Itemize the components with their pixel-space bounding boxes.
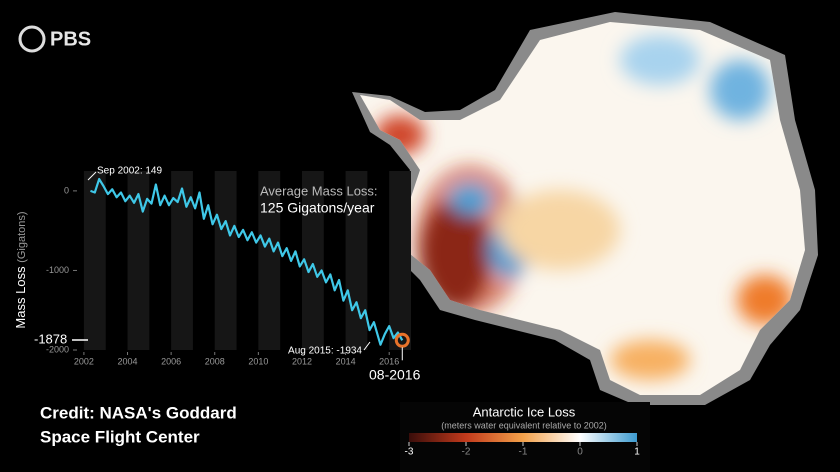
- year-band: [171, 171, 193, 350]
- antarctica-map: [352, 12, 818, 405]
- x-tick-label: 2002: [74, 356, 94, 366]
- credit-line: Space Flight Center: [40, 427, 200, 446]
- end-marker: [394, 332, 410, 348]
- y-tick-label: -2000: [46, 344, 69, 354]
- year-band: [301, 171, 324, 350]
- year-band: [83, 171, 106, 350]
- x-tick-label: 2012: [292, 356, 312, 366]
- colorbar: [409, 433, 637, 442]
- annotation: 125 Gigatons/year: [260, 200, 375, 216]
- y-axis-unit: (Gigatons): [16, 211, 28, 262]
- x-tick-label: 2014: [336, 356, 356, 366]
- x-tick-label: 2004: [118, 356, 138, 366]
- colorbar-tick-label: -3: [405, 447, 414, 458]
- annotation: -1878: [34, 331, 67, 346]
- annotation: 08-2016: [369, 367, 421, 383]
- x-tick-label: 2016: [379, 356, 399, 366]
- annotation: Aug 2015: -1934: [288, 346, 362, 357]
- credit-line: Credit: NASA's Goddard: [40, 403, 237, 422]
- year-band: [214, 171, 237, 350]
- x-tick-label: 2010: [248, 356, 268, 366]
- annotation-leader: [87, 171, 97, 181]
- annotation-leader: [363, 341, 371, 351]
- logo-text: PBS: [50, 28, 91, 50]
- colorbar-subtitle: (meters water equivalent relative to 200…: [441, 420, 607, 430]
- annotation: Average Mass Loss:: [260, 183, 378, 198]
- colorbar-tick-label: 0: [577, 447, 583, 458]
- colorbar-tick-label: 1: [634, 447, 640, 458]
- y-axis-label: Mass Loss (Gigatons): [13, 211, 28, 328]
- y-tick-label: -1000: [46, 265, 69, 275]
- logo: PBS: [18, 25, 91, 53]
- year-band: [258, 171, 281, 350]
- year-band: [389, 171, 411, 350]
- colorbar-title: Antarctic Ice Loss: [473, 404, 576, 419]
- annotation: Sep 2002: 149: [97, 166, 162, 177]
- mass-loss-line: [90, 177, 404, 346]
- x-tick-label: 2006: [161, 356, 181, 366]
- year-band: [127, 171, 150, 350]
- y-tick-label: 0: [64, 185, 69, 195]
- colorbar-tick-label: -2: [462, 447, 471, 458]
- colorbar-tick-label: -1: [519, 447, 528, 458]
- y-axis-title: Mass Loss: [13, 266, 28, 329]
- x-tick-label: 2008: [205, 356, 225, 366]
